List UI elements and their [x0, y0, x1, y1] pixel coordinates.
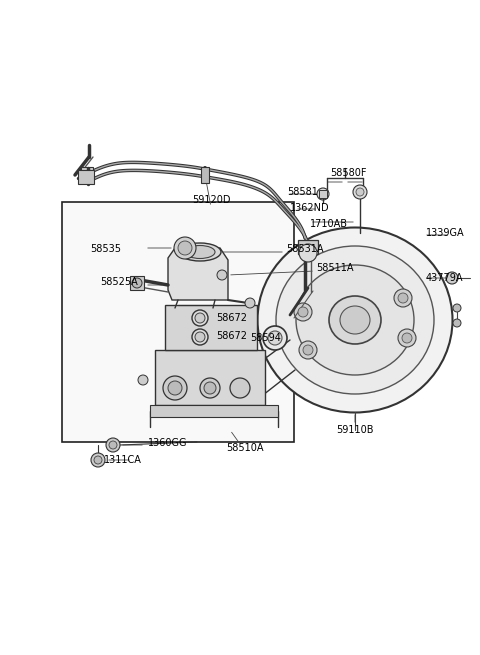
- Polygon shape: [168, 248, 228, 300]
- Circle shape: [398, 293, 408, 303]
- Circle shape: [132, 278, 142, 288]
- Ellipse shape: [296, 265, 414, 375]
- Bar: [150, 405, 278, 417]
- Text: 58580F: 58580F: [330, 168, 366, 178]
- Circle shape: [195, 313, 205, 323]
- Bar: [298, 240, 318, 254]
- Bar: [62, 202, 294, 442]
- Text: 58535: 58535: [90, 244, 121, 254]
- Ellipse shape: [179, 243, 221, 261]
- Ellipse shape: [185, 246, 215, 259]
- Circle shape: [204, 382, 216, 394]
- Circle shape: [109, 441, 117, 449]
- Circle shape: [446, 272, 458, 284]
- Circle shape: [230, 378, 250, 398]
- Circle shape: [402, 333, 412, 343]
- Text: 58594: 58594: [250, 333, 281, 343]
- Bar: [319, 190, 327, 198]
- Circle shape: [298, 307, 308, 317]
- Circle shape: [245, 298, 255, 308]
- Bar: [155, 350, 265, 405]
- Circle shape: [94, 456, 102, 464]
- Bar: [201, 167, 209, 183]
- Circle shape: [192, 329, 208, 345]
- Circle shape: [263, 326, 287, 350]
- Text: 59120D: 59120D: [192, 195, 230, 205]
- Circle shape: [138, 375, 148, 385]
- Circle shape: [356, 188, 364, 196]
- Circle shape: [91, 453, 105, 467]
- Circle shape: [106, 438, 120, 452]
- Circle shape: [200, 378, 220, 398]
- Circle shape: [317, 188, 329, 200]
- Ellipse shape: [340, 306, 370, 334]
- Bar: [81, 167, 93, 175]
- Circle shape: [394, 289, 412, 307]
- Text: 59110B: 59110B: [336, 425, 374, 435]
- Text: 1362ND: 1362ND: [290, 203, 330, 213]
- Bar: [78, 170, 94, 184]
- Text: 1710AB: 1710AB: [310, 219, 348, 229]
- Circle shape: [299, 341, 317, 359]
- Text: 58531A: 58531A: [286, 244, 324, 254]
- Circle shape: [178, 241, 192, 255]
- Text: 58510A: 58510A: [226, 443, 264, 453]
- Circle shape: [195, 332, 205, 342]
- Circle shape: [268, 331, 282, 345]
- Circle shape: [168, 381, 182, 395]
- Ellipse shape: [276, 246, 434, 394]
- Circle shape: [353, 185, 367, 199]
- Circle shape: [294, 303, 312, 321]
- Text: 58525A: 58525A: [100, 277, 138, 287]
- Bar: [165, 305, 257, 350]
- Circle shape: [299, 244, 317, 262]
- Ellipse shape: [329, 296, 381, 344]
- Text: 58511A: 58511A: [316, 263, 353, 273]
- Text: 1339GA: 1339GA: [426, 228, 465, 238]
- Text: 58672: 58672: [216, 331, 247, 341]
- Text: 1311CA: 1311CA: [104, 455, 142, 465]
- Circle shape: [174, 237, 196, 259]
- Circle shape: [303, 345, 313, 355]
- Bar: [130, 276, 144, 290]
- Circle shape: [163, 376, 187, 400]
- Text: 43779A: 43779A: [426, 273, 464, 283]
- Circle shape: [453, 319, 461, 327]
- Ellipse shape: [257, 227, 453, 413]
- Text: 1360GG: 1360GG: [148, 438, 188, 448]
- Text: 58672: 58672: [216, 313, 247, 323]
- Circle shape: [398, 329, 416, 347]
- Circle shape: [453, 304, 461, 312]
- Circle shape: [192, 310, 208, 326]
- Circle shape: [217, 270, 227, 280]
- Text: 58581: 58581: [287, 187, 318, 197]
